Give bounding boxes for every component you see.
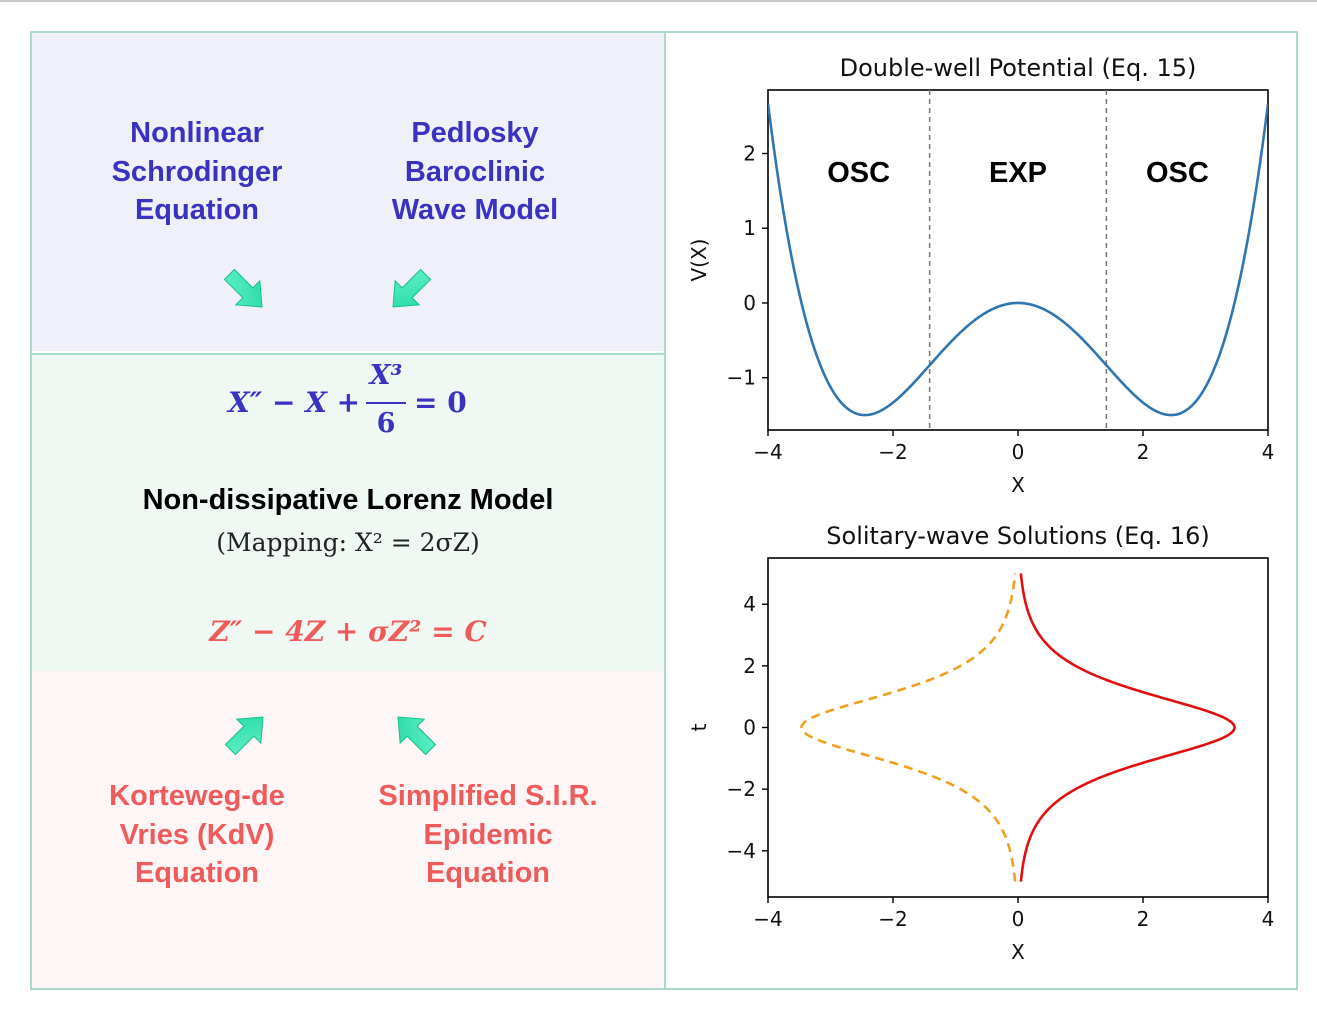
y-tick-label: −2 (727, 777, 756, 801)
x-tick-label: 2 (1137, 907, 1150, 931)
y-tick-label: 4 (743, 592, 756, 616)
plot-area-frame (767, 89, 1269, 431)
panel-top (32, 33, 664, 351)
label-kdv: Korteweg-de Vries (KdV) Equation (109, 780, 285, 889)
x-tick-label: 2 (1137, 440, 1150, 464)
y-tick-label: −4 (727, 839, 756, 863)
x-tick-label: −4 (753, 440, 782, 464)
chart-title: Double-well Potential (Eq. 15) (840, 54, 1197, 82)
y-tick-label: 0 (743, 291, 756, 315)
y-tick-label: 0 (743, 716, 756, 740)
label-pedlosky-baroclinic: Pedlosky Baroclinic Wave Model (391, 117, 559, 226)
y-axis-label: V(X) (687, 239, 711, 282)
mapping-text: (Mapping: X² = 2σZ) (216, 528, 480, 557)
region-label: OSC (827, 157, 890, 189)
x-tick-label: 4 (1262, 907, 1275, 931)
y-tick-label: −1 (727, 366, 756, 390)
potential-curve (768, 103, 1268, 417)
label-sir-epidemic: Simplified S.I.R. Epidemic Equation (378, 780, 598, 889)
x-tick-label: 0 (1012, 907, 1025, 931)
equation-duffing: X″ − X + X³ 6 = 0 (228, 360, 488, 440)
y-axis-label: t (687, 723, 711, 731)
arrow-up-right-icon (217, 704, 276, 763)
solitary-wave-chart: Solitary-wave Solutions (Eq. 16) −4 −2 0 2 4 −… (687, 522, 1275, 964)
panel-bottom (32, 671, 664, 988)
double-well-potential-chart: Double-well Potential (Eq. 15) −4 −2 0 2 4 −1 0… (687, 54, 1275, 497)
equation-lorenz-z: Z″ − 4Z + σZ² = C (209, 615, 487, 648)
chart-title: Solitary-wave Solutions (Eq. 16) (826, 522, 1209, 550)
top-rule (0, 0, 1317, 2)
equation-duffing-lhs: X″ − X + (228, 386, 361, 419)
x-axis-label: X (1011, 473, 1025, 497)
solitary-wave-positive-curve (1019, 573, 1236, 882)
panel-middle (32, 353, 664, 673)
x-tick-label: 4 (1262, 440, 1275, 464)
equation-duffing-numerator: X³ (369, 360, 403, 391)
x-tick-label: 0 (1012, 440, 1025, 464)
region-label: OSC (1146, 157, 1209, 189)
label-nonlinear-schrodinger: Nonlinear Schrodinger Equation (111, 117, 283, 226)
plots-panel (666, 33, 1296, 988)
x-tick-label: −2 (878, 907, 907, 931)
equation-duffing-rhs: = 0 (414, 386, 467, 419)
lorenz-model-title: Non-dissipative Lorenz Model (142, 484, 554, 516)
arrow-down-left-icon (380, 261, 439, 320)
figure-frame (30, 31, 1298, 990)
x-axis-label: X (1011, 940, 1025, 964)
plot-area-frame (767, 557, 1269, 898)
x-tick-label: −2 (878, 440, 907, 464)
y-tick-label: 2 (743, 142, 756, 166)
y-tick-label: 1 (743, 216, 756, 240)
solitary-wave-negative-curve (800, 573, 1017, 882)
x-tick-label: −4 (753, 907, 782, 931)
fraction-bar (366, 402, 406, 404)
region-label: EXP (989, 157, 1047, 189)
arrow-down-right-icon (216, 261, 275, 320)
panel-divider (664, 33, 666, 988)
equation-duffing-denominator: 6 (376, 408, 396, 439)
arrow-up-left-icon (385, 704, 444, 763)
y-tick-label: 2 (743, 654, 756, 678)
